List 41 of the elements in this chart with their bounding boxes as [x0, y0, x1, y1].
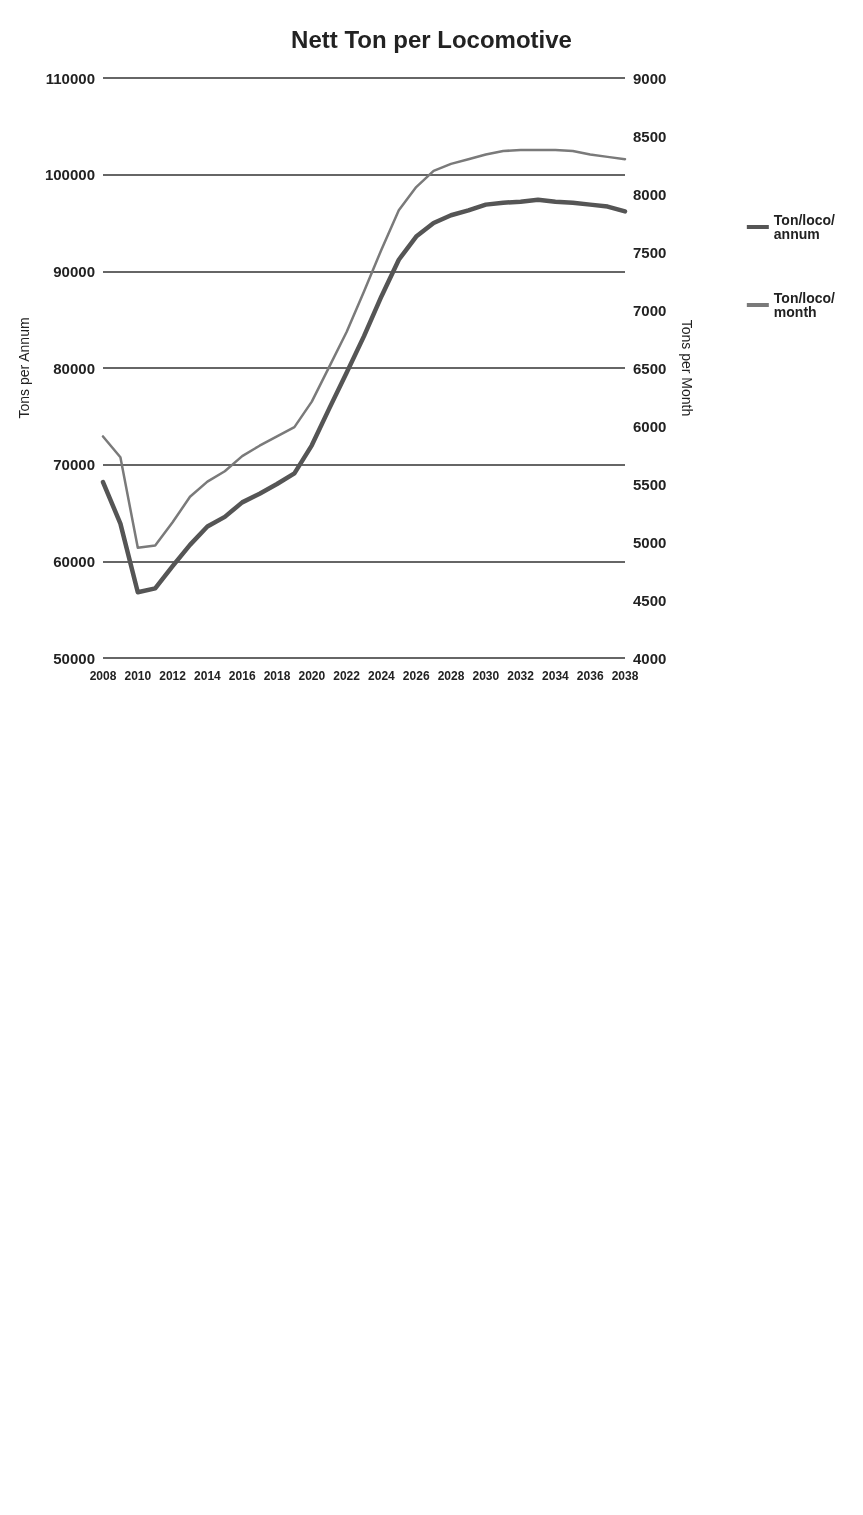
- x-tick-label: 2016: [228, 669, 256, 683]
- y2-axis-title: Tons per Month: [679, 319, 695, 417]
- y2-tick-label: 4000: [633, 649, 667, 667]
- x-tick-label: 2028: [437, 669, 465, 683]
- line-series: [100, 197, 628, 595]
- x-tick-label: 2020: [298, 669, 326, 683]
- x-tick-label: 2022: [333, 669, 361, 683]
- y2-tick-label: 8000: [633, 185, 667, 203]
- x-tick-label: 2032: [507, 669, 535, 683]
- y2-tick-label: 9000: [633, 69, 667, 87]
- y-tick-label: 90000: [53, 262, 95, 280]
- y2-tick-label: 5000: [633, 533, 667, 551]
- y2-tick-label: 7000: [633, 301, 667, 319]
- y2-tick-label: 6000: [633, 417, 667, 435]
- x-tick-label: 2026: [402, 669, 430, 683]
- y-tick-label: 110000: [45, 69, 95, 87]
- x-tick-label: 2008: [89, 669, 117, 683]
- x-tick-label: 2034: [542, 669, 570, 683]
- legend-label: Ton/loco/month: [773, 290, 836, 320]
- x-tick-label: 2030: [472, 669, 500, 683]
- y-tick-label: 80000: [53, 359, 95, 377]
- chart-title: Nett Ton per Locomotive: [291, 25, 572, 53]
- x-tick-label: 2036: [576, 669, 604, 683]
- x-tick-label: 2024: [368, 669, 396, 683]
- line-series: [101, 148, 627, 550]
- y2-tick-label: 7500: [633, 243, 667, 261]
- x-tick-label: 2012: [159, 669, 187, 683]
- x-tick-label: 2014: [194, 669, 222, 683]
- y2-tick-label: 4500: [633, 591, 667, 609]
- y2-tick-label: 6500: [633, 359, 667, 377]
- y-tick-label: 70000: [53, 456, 95, 474]
- x-tick-label: 2038: [611, 669, 639, 683]
- y2-tick-label: 5500: [633, 475, 667, 493]
- x-tick-label: 2018: [263, 669, 291, 683]
- y-tick-label: 50000: [53, 649, 95, 667]
- y-axis-title: Tons per Annum: [16, 317, 32, 419]
- y2-tick-label: 8500: [633, 127, 667, 145]
- legend-label: Ton/loco/annum: [773, 212, 836, 242]
- y-tick-label: 60000: [53, 552, 95, 570]
- x-tick-label: 2010: [124, 669, 152, 683]
- y-tick-label: 100000: [44, 166, 95, 184]
